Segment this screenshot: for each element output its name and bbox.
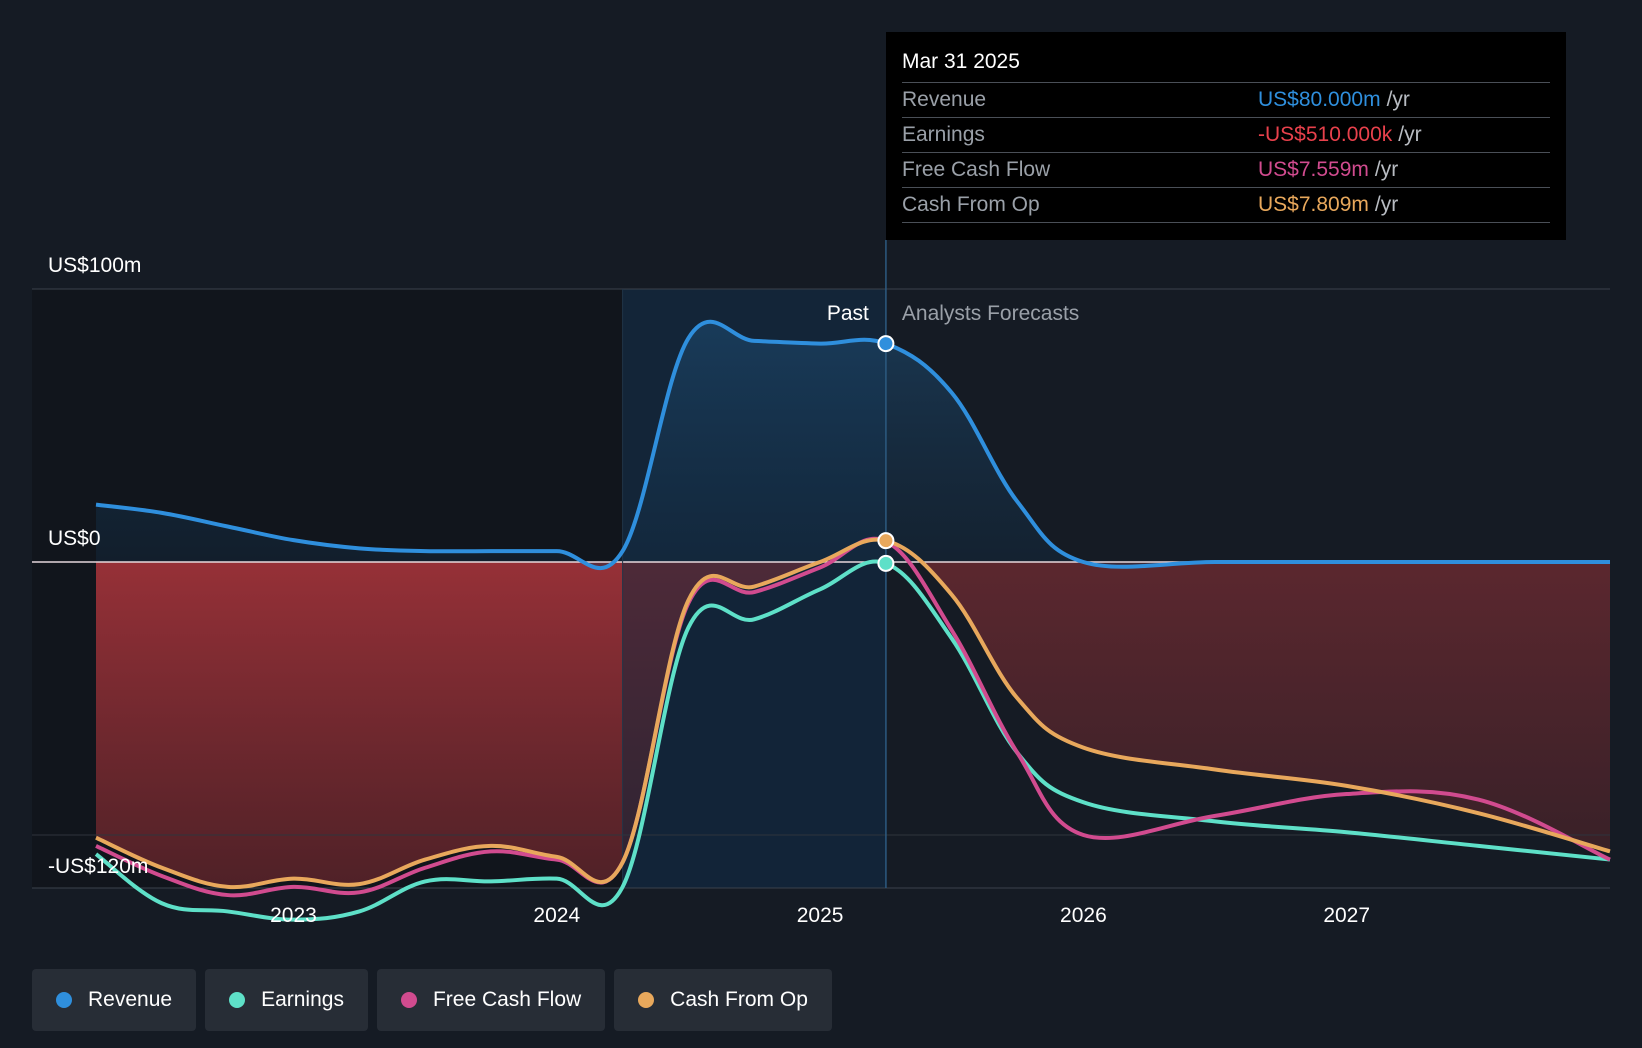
negative-area-fill-forecast xyxy=(885,562,1610,852)
x-tick-label: 2023 xyxy=(270,904,317,927)
tooltip-date: Mar 31 2025 xyxy=(902,50,1020,73)
marker-cash-from-op xyxy=(877,532,895,550)
y-tick-label: -US$120m xyxy=(48,855,148,878)
legend: Revenue Earnings Free Cash Flow Cash Fro… xyxy=(32,969,832,1031)
forecast-label: Analysts Forecasts xyxy=(902,302,1079,325)
y-tick-label: US$100m xyxy=(48,254,141,277)
tooltip-label: Free Cash Flow xyxy=(902,158,1051,181)
tooltip: Mar 31 2025 Revenue US$80.000m /yr Earni… xyxy=(886,32,1566,240)
legend-dot-icon xyxy=(638,992,655,1008)
tooltip-value: US$7.559m xyxy=(1258,158,1369,181)
y-tick-label: US$0 xyxy=(48,527,101,550)
legend-dot-icon xyxy=(56,992,72,1008)
tooltip-unit: /yr xyxy=(1386,88,1410,111)
tooltip-label: Cash From Op xyxy=(902,193,1040,216)
legend-dot-icon xyxy=(229,992,246,1008)
tooltip-row-earnings: Earnings -US$510.000k /yr xyxy=(902,117,1550,152)
legend-label: Earnings xyxy=(261,988,344,1011)
series-line-cash-from-op xyxy=(95,537,1611,890)
tooltip-value: US$7.809m xyxy=(1258,193,1369,216)
tooltip-row-free-cash-flow: Free Cash Flow US$7.559m /yr xyxy=(902,152,1550,187)
legend-label: Free Cash Flow xyxy=(432,988,582,1011)
tooltip-row-revenue: Revenue US$80.000m /yr xyxy=(902,82,1550,117)
x-tick-label: 2027 xyxy=(1323,904,1370,927)
series-line-free-cash-flow xyxy=(95,536,1611,898)
marker-earnings xyxy=(877,554,895,572)
tooltip-value: US$80.000m xyxy=(1258,88,1381,111)
legend-item-free-cash-flow[interactable]: Free Cash Flow xyxy=(376,969,606,1031)
tooltip-unit: /yr xyxy=(1398,123,1422,146)
x-tick-label: 2025 xyxy=(797,904,844,927)
x-tick-label: 2024 xyxy=(533,904,580,927)
negative-area-fill xyxy=(96,562,886,888)
revenue-area-fill xyxy=(96,321,1610,569)
x-tick-label: 2026 xyxy=(1060,904,1107,927)
marker-revenue xyxy=(877,335,895,353)
series-line-earnings xyxy=(94,559,1611,922)
legend-item-revenue[interactable]: Revenue xyxy=(32,969,197,1031)
tooltip-unit: /yr xyxy=(1374,193,1399,216)
legend-item-cash-from-op[interactable]: Cash From Op xyxy=(614,969,832,1031)
past-highlight-overlay xyxy=(622,562,886,888)
tooltip-unit: /yr xyxy=(1374,158,1399,181)
tooltip-label: Revenue xyxy=(902,88,987,111)
legend-label: Revenue xyxy=(88,988,173,1011)
series-line-revenue xyxy=(95,319,1610,571)
legend-dot-icon xyxy=(400,992,417,1008)
legend-item-earnings[interactable]: Earnings xyxy=(205,969,368,1031)
tooltip-label: Earnings xyxy=(902,123,985,146)
past-label: Past xyxy=(827,302,869,325)
tooltip-row-cash-from-op: Cash From Op US$7.809m /yr xyxy=(902,187,1550,223)
tooltip-value: -US$510.000k xyxy=(1258,123,1393,146)
legend-label: Cash From Op xyxy=(670,988,808,1011)
